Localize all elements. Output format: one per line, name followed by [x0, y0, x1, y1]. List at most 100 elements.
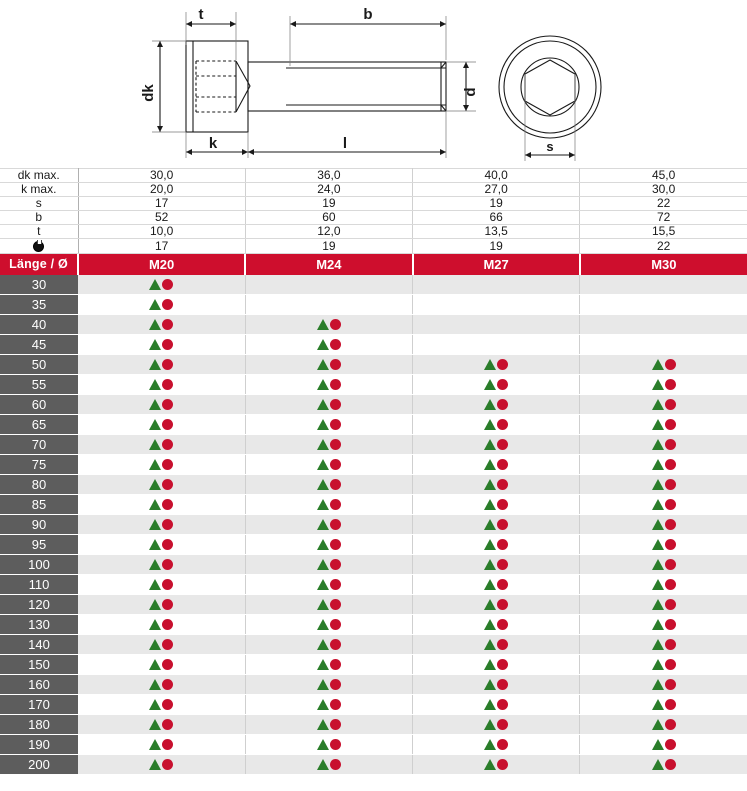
availability-cell-available[interactable] — [245, 334, 414, 355]
availability-cell-available[interactable] — [78, 514, 246, 535]
availability-cell-available[interactable] — [579, 454, 747, 475]
availability-cell-available[interactable] — [78, 334, 246, 355]
availability-cell-available[interactable] — [245, 754, 414, 775]
availability-cell-available[interactable] — [579, 754, 747, 775]
availability-cell-available[interactable] — [579, 534, 747, 555]
availability-cell-available[interactable] — [579, 434, 747, 455]
availability-cell-available[interactable] — [245, 574, 414, 595]
availability-cell-available[interactable] — [78, 314, 246, 335]
availability-cell-available[interactable] — [245, 674, 414, 695]
availability-cell-available[interactable] — [245, 734, 414, 755]
availability-cell-available[interactable] — [78, 414, 246, 435]
availability-cell-available[interactable] — [245, 494, 414, 515]
availability-cell-available[interactable] — [579, 734, 747, 755]
availability-cell-available[interactable] — [78, 454, 246, 475]
availability-cell-available[interactable] — [78, 434, 246, 455]
availability-cell-available[interactable] — [78, 554, 246, 575]
availability-cell-available[interactable] — [412, 414, 581, 435]
availability-cell-available[interactable] — [579, 414, 747, 435]
availability-cell-available[interactable] — [78, 275, 246, 295]
header-column-m20[interactable]: M20 — [78, 254, 247, 275]
availability-cell-available[interactable] — [78, 494, 246, 515]
availability-cell-available[interactable] — [412, 394, 581, 415]
availability-cell-available[interactable] — [78, 694, 246, 715]
availability-cell-available[interactable] — [78, 594, 246, 615]
availability-cell-available[interactable] — [245, 614, 414, 635]
availability-cell-empty[interactable] — [579, 294, 747, 315]
availability-cell-available[interactable] — [579, 354, 747, 375]
availability-cell-available[interactable] — [78, 354, 246, 375]
availability-cell-available[interactable] — [412, 654, 581, 675]
availability-cell-available[interactable] — [78, 614, 246, 635]
availability-cell-available[interactable] — [245, 394, 414, 415]
availability-cell-available[interactable] — [245, 634, 414, 655]
availability-cell-available[interactable] — [412, 374, 581, 395]
availability-cell-empty[interactable] — [412, 275, 581, 295]
availability-cell-available[interactable] — [579, 474, 747, 495]
availability-cell-available[interactable] — [579, 494, 747, 515]
availability-cell-available[interactable] — [579, 374, 747, 395]
availability-cell-available[interactable] — [412, 694, 581, 715]
availability-cell-available[interactable] — [412, 354, 581, 375]
availability-cell-available[interactable] — [78, 474, 246, 495]
availability-cell-available[interactable] — [245, 434, 414, 455]
availability-cell-available[interactable] — [245, 714, 414, 735]
availability-cell-available[interactable] — [579, 634, 747, 655]
availability-cell-empty[interactable] — [412, 314, 581, 335]
availability-cell-available[interactable] — [412, 594, 581, 615]
availability-cell-empty[interactable] — [579, 334, 747, 355]
availability-cell-available[interactable] — [245, 454, 414, 475]
availability-cell-available[interactable] — [579, 674, 747, 695]
availability-cell-empty[interactable] — [412, 294, 581, 315]
availability-cell-available[interactable] — [245, 474, 414, 495]
availability-cell-available[interactable] — [579, 574, 747, 595]
availability-cell-available[interactable] — [412, 634, 581, 655]
availability-cell-available[interactable] — [78, 534, 246, 555]
availability-cell-available[interactable] — [245, 374, 414, 395]
availability-cell-available[interactable] — [78, 714, 246, 735]
availability-cell-available[interactable] — [78, 374, 246, 395]
availability-cell-available[interactable] — [245, 354, 414, 375]
availability-cell-available[interactable] — [78, 754, 246, 775]
header-column-m24[interactable]: M24 — [245, 254, 414, 275]
availability-cell-available[interactable] — [579, 514, 747, 535]
availability-cell-available[interactable] — [579, 694, 747, 715]
availability-cell-available[interactable] — [412, 614, 581, 635]
availability-cell-available[interactable] — [412, 474, 581, 495]
availability-cell-available[interactable] — [579, 614, 747, 635]
availability-cell-available[interactable] — [579, 394, 747, 415]
availability-cell-available[interactable] — [78, 674, 246, 695]
availability-cell-available[interactable] — [412, 514, 581, 535]
header-column-m30[interactable]: M30 — [579, 254, 747, 275]
availability-cell-available[interactable] — [412, 674, 581, 695]
availability-cell-available[interactable] — [245, 594, 414, 615]
availability-cell-available[interactable] — [78, 734, 246, 755]
availability-cell-available[interactable] — [78, 574, 246, 595]
availability-cell-available[interactable] — [579, 714, 747, 735]
availability-cell-empty[interactable] — [579, 275, 747, 295]
availability-cell-available[interactable] — [412, 734, 581, 755]
availability-cell-available[interactable] — [412, 434, 581, 455]
availability-cell-available[interactable] — [78, 634, 246, 655]
availability-cell-available[interactable] — [412, 454, 581, 475]
availability-cell-available[interactable] — [245, 534, 414, 555]
availability-cell-available[interactable] — [245, 694, 414, 715]
availability-cell-available[interactable] — [412, 574, 581, 595]
availability-cell-available[interactable] — [412, 554, 581, 575]
availability-cell-available[interactable] — [412, 754, 581, 775]
availability-cell-available[interactable] — [579, 654, 747, 675]
availability-cell-available[interactable] — [78, 654, 246, 675]
availability-cell-empty[interactable] — [245, 275, 414, 295]
availability-cell-available[interactable] — [245, 314, 414, 335]
availability-cell-available[interactable] — [245, 554, 414, 575]
availability-cell-available[interactable] — [245, 654, 414, 675]
availability-cell-available[interactable] — [579, 594, 747, 615]
availability-cell-available[interactable] — [412, 494, 581, 515]
availability-cell-empty[interactable] — [579, 314, 747, 335]
availability-cell-available[interactable] — [78, 294, 246, 315]
header-column-m27[interactable]: M27 — [412, 254, 581, 275]
availability-cell-available[interactable] — [579, 554, 747, 575]
availability-cell-empty[interactable] — [412, 334, 581, 355]
availability-cell-available[interactable] — [412, 714, 581, 735]
availability-cell-available[interactable] — [78, 394, 246, 415]
